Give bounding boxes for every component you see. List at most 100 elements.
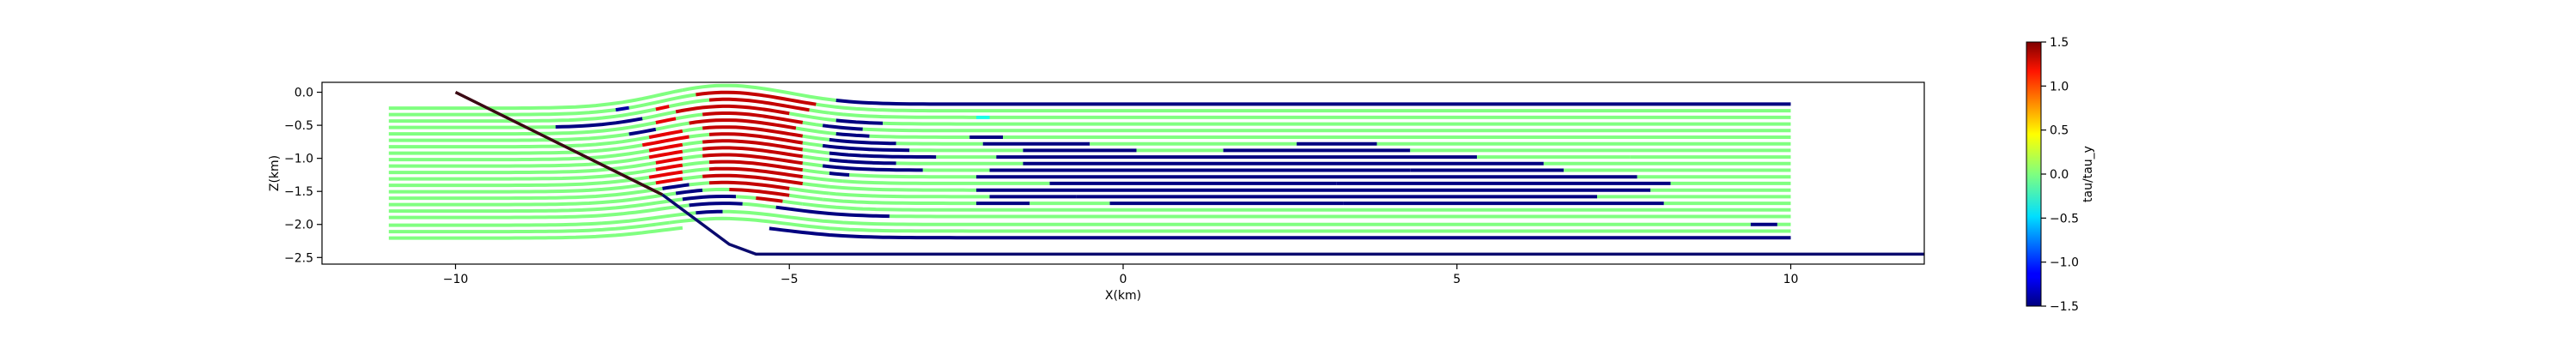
streamline-segment — [869, 134, 970, 139]
colorbar-tick-label: −1.5 — [2050, 300, 2079, 314]
streamline-segment — [682, 167, 710, 174]
streamline-segment — [682, 174, 703, 181]
streamline-segment — [648, 142, 683, 153]
streamline-segment — [802, 202, 1791, 212]
x-tick-label: 10 — [1783, 273, 1799, 286]
streamline-segment — [655, 156, 683, 165]
streamline-segment — [388, 220, 670, 234]
colorbar-gradient — [2026, 41, 2042, 307]
streamline-segment — [802, 134, 830, 141]
streamline-segment — [862, 127, 1791, 133]
streamline-segment — [388, 88, 683, 111]
streamline-segment — [835, 99, 1791, 106]
streamline-segment — [388, 175, 650, 188]
y-tick-label: −1.0 — [284, 153, 313, 166]
streamline-segment — [388, 197, 683, 214]
streamline-segment — [655, 105, 670, 111]
streamline-segment — [702, 111, 804, 124]
streamline-segment — [829, 111, 976, 119]
ramp-boundary — [454, 91, 664, 196]
streamline-segment — [388, 107, 657, 123]
x-tick-label: 0 — [1120, 273, 1127, 286]
streamline-segment — [648, 129, 683, 140]
streamline-segment — [729, 188, 790, 197]
streamline-segment — [388, 132, 629, 142]
colorbar-ticks: 1.5 1.0 0.5 0.0 −0.5 −1.0 −1.5 — [2041, 36, 2079, 314]
x-tick-label: −10 — [443, 273, 469, 286]
colorbar-tick-label: 0.0 — [2050, 168, 2069, 182]
streamline-segment — [742, 202, 776, 209]
streamline-segment — [702, 139, 804, 152]
streamline-segment — [782, 199, 804, 206]
streamline-segment — [788, 111, 836, 123]
streamline-segment — [675, 104, 790, 116]
streamline-segment — [822, 197, 976, 206]
streamline-segment — [388, 135, 650, 149]
x-tick-label: −5 — [781, 273, 799, 286]
streamline-segment — [829, 151, 937, 159]
streamline-segment — [662, 183, 690, 190]
colorbar-label: tau/tau_y — [2081, 146, 2095, 202]
streamline-segment — [842, 179, 1050, 185]
streamline-segment — [708, 166, 804, 179]
streamline-segment — [829, 137, 896, 146]
y-axis-label: Z(km) — [268, 155, 282, 191]
colorbar-tick-label: −1.0 — [2050, 256, 2079, 270]
streamline-segment — [655, 121, 690, 131]
streamline-segment — [696, 209, 723, 215]
streamline-segment — [802, 120, 823, 128]
streamline-segment — [655, 163, 683, 172]
streamline-segment — [388, 167, 657, 181]
streamline-segment — [789, 193, 823, 202]
streamline-segment — [702, 146, 804, 159]
streamline-segment — [629, 127, 657, 136]
streamline-segment — [641, 110, 677, 121]
streamline-segment — [756, 196, 783, 203]
streamline-segment — [822, 123, 863, 131]
streamline-segment — [829, 184, 976, 192]
streamline-segment — [708, 132, 804, 145]
streamline-segment — [675, 112, 703, 121]
ramp-boundary-lower — [661, 193, 1924, 256]
streamline-segment — [641, 135, 690, 147]
colorbar-tick-label: 0.5 — [2050, 124, 2069, 138]
streamline-segment — [388, 148, 650, 162]
streamline-segment — [829, 172, 850, 177]
streamline-segment — [388, 203, 690, 220]
streamline-segment — [682, 147, 703, 153]
streamline-segment — [789, 186, 830, 196]
streamline-segment — [682, 153, 703, 160]
streamline-segment — [629, 93, 696, 110]
streamline-segment — [708, 159, 804, 172]
streamline-segment — [556, 117, 643, 129]
y-tick-label: −0.5 — [284, 119, 313, 133]
streamline-segment — [648, 170, 683, 179]
streamline-segment — [689, 132, 710, 139]
streamline-segment — [668, 98, 710, 109]
streamline-segment — [802, 175, 843, 184]
streamline-segment — [388, 155, 650, 168]
streamline-segment — [802, 147, 830, 155]
streamline-segment — [802, 182, 830, 189]
streamline-segment — [849, 173, 976, 179]
streamline-segment — [822, 164, 923, 172]
streamline-segment — [675, 188, 703, 196]
streamline-segment — [648, 149, 683, 159]
streamline-segment — [682, 195, 737, 202]
x-axis: −10 −5 0 5 10 — [443, 264, 1799, 286]
streamline-segment — [388, 226, 683, 240]
streamline-segment — [802, 141, 823, 147]
streamline-segment — [388, 191, 677, 207]
streamline-segment — [388, 143, 643, 155]
streamline-segment — [702, 153, 804, 165]
streamline-segment — [682, 160, 710, 167]
streamline-segment — [722, 209, 1751, 226]
streamline-segment — [883, 121, 1791, 126]
streamline-segment — [669, 216, 1791, 233]
y-tick-label: −1.5 — [284, 185, 313, 199]
streamline-segment — [689, 181, 710, 187]
streamline-segment — [735, 195, 756, 200]
streamline-segment — [802, 168, 830, 175]
streamline-segment — [802, 161, 823, 168]
